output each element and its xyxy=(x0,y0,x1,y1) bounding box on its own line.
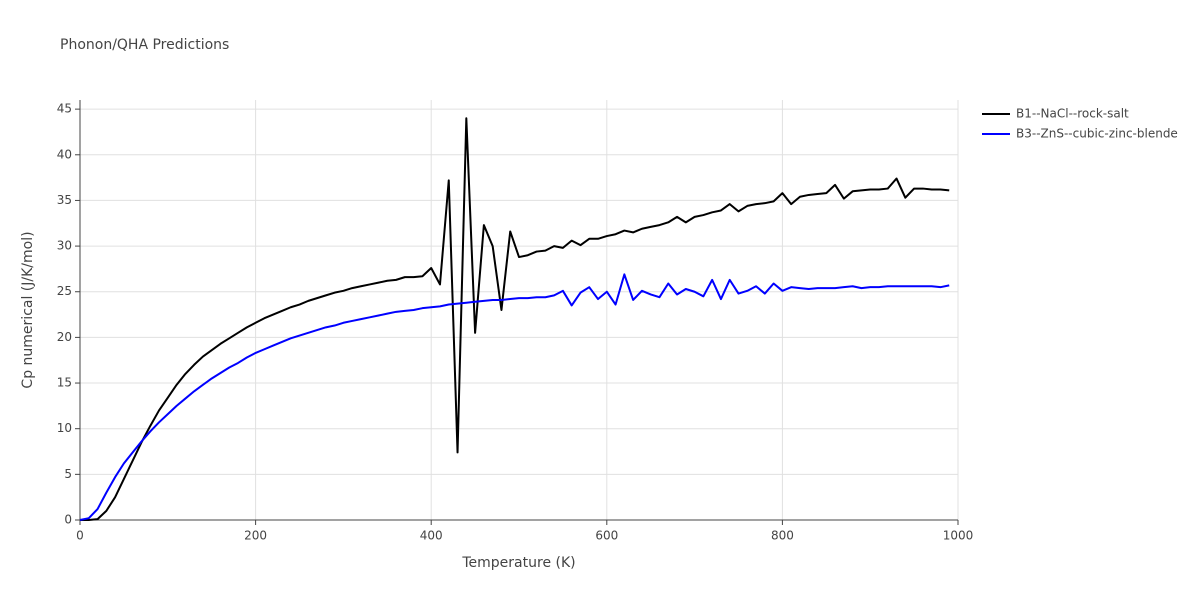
y-tick-label: 30 xyxy=(57,239,72,253)
legend-label: B1--NaCl--rock-salt xyxy=(1016,107,1129,121)
x-tick-label: 1000 xyxy=(943,529,974,543)
y-tick-label: 40 xyxy=(57,147,72,161)
y-tick-label: 10 xyxy=(57,421,72,435)
y-tick-label: 5 xyxy=(64,467,72,481)
x-tick-label: 800 xyxy=(771,529,794,543)
y-axis-title: Cp numerical (J/K/mol) xyxy=(20,231,36,388)
y-tick-label: 25 xyxy=(57,284,72,298)
y-tick-label: 15 xyxy=(57,376,72,390)
y-tick-label: 0 xyxy=(64,513,72,527)
chart-title: Phonon/QHA Predictions xyxy=(60,37,229,53)
y-tick-label: 20 xyxy=(57,330,72,344)
x-axis-title: Temperature (K) xyxy=(461,555,575,571)
x-tick-label: 200 xyxy=(244,529,267,543)
y-tick-label: 35 xyxy=(57,193,72,207)
x-tick-label: 400 xyxy=(420,529,443,543)
x-tick-label: 0 xyxy=(76,529,84,543)
x-tick-label: 600 xyxy=(595,529,618,543)
series-line xyxy=(80,117,950,521)
series-line xyxy=(79,273,950,521)
legend-label: B3--ZnS--cubic-zinc-blende xyxy=(1016,127,1178,141)
y-tick-label: 45 xyxy=(57,102,72,116)
